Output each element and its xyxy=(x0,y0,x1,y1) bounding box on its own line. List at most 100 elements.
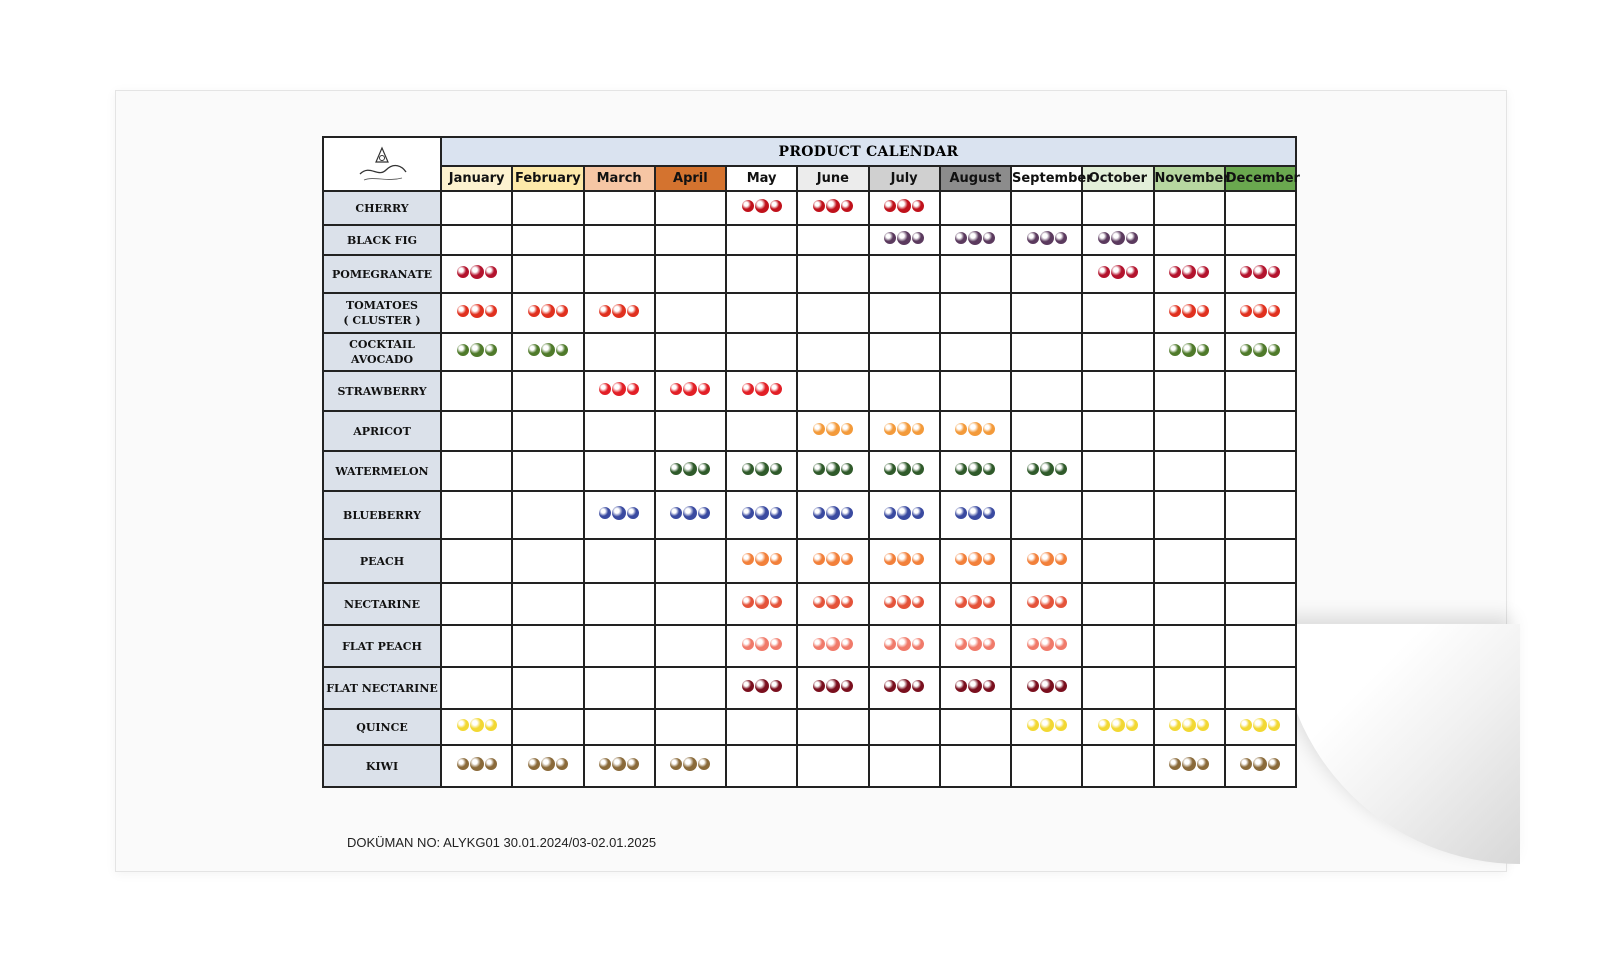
calendar-cell xyxy=(1152,582,1226,626)
strawberry-icon xyxy=(670,382,711,396)
product-row: FLAT PEACH xyxy=(322,624,1298,668)
calendar-cell xyxy=(653,292,728,334)
blueberry-icon xyxy=(955,506,996,520)
calendar-cell xyxy=(724,450,799,492)
calendar-cell xyxy=(1081,190,1155,226)
calendar-cell xyxy=(1152,490,1226,540)
calendar-cell xyxy=(1009,490,1084,540)
month-header-august: August xyxy=(938,165,1013,192)
calendar-cell xyxy=(511,224,585,256)
flat-peach-icon xyxy=(1026,637,1067,651)
calendar-cell xyxy=(439,450,514,492)
calendar-title: PRODUCT CALENDAR xyxy=(440,135,1297,168)
flat-peach-icon xyxy=(812,637,853,651)
fig-icon xyxy=(1097,231,1138,245)
calendar-cell xyxy=(938,490,1013,540)
nectarine-icon xyxy=(812,595,853,609)
calendar-cell xyxy=(796,292,870,334)
apricot-icon xyxy=(884,422,925,436)
calendar-cell xyxy=(653,332,728,372)
watermelon-icon xyxy=(1026,462,1067,476)
calendar-cell xyxy=(582,450,656,492)
tomato-icon xyxy=(456,304,497,318)
document-number: DOKÜMAN NO: ALYKG01 30.01.2024/03-02.01.… xyxy=(347,835,657,850)
product-name: CHERRY xyxy=(322,190,442,226)
calendar-cell xyxy=(938,624,1013,668)
calendar-cell xyxy=(439,292,514,334)
month-header-november: November xyxy=(1152,165,1230,192)
product-name: FLAT PEACH xyxy=(322,624,442,668)
calendar-cell xyxy=(796,666,870,710)
calendar-cell xyxy=(1152,292,1226,334)
calendar-cell xyxy=(511,254,585,294)
calendar-cell xyxy=(1081,450,1155,492)
month-header-april: April xyxy=(653,165,728,192)
calendar-cell xyxy=(1009,744,1084,788)
product-name: WATERMELON xyxy=(322,450,442,492)
calendar-cell xyxy=(582,332,656,372)
tomato-icon xyxy=(527,304,568,318)
cherry-icon xyxy=(812,199,853,213)
flat-nectarine-icon xyxy=(812,679,853,693)
month-header-july: July xyxy=(867,165,941,192)
calendar-cell xyxy=(439,370,514,412)
calendar-cell xyxy=(439,332,514,372)
calendar-cell xyxy=(653,624,728,668)
product-name: STRAWBERRY xyxy=(322,370,442,412)
month-header-row: January February March April May June July Augu… xyxy=(323,165,1300,192)
calendar-cell xyxy=(938,666,1013,710)
calendar-cell xyxy=(867,708,941,746)
apricot-icon xyxy=(955,422,996,436)
calendar-cell xyxy=(724,490,799,540)
tomato-icon xyxy=(599,304,640,318)
calendar-cell xyxy=(1081,224,1155,256)
calendar-cell xyxy=(867,410,941,452)
calendar-cell xyxy=(1009,190,1084,226)
month-header-december: December xyxy=(1223,165,1300,192)
avocado-icon xyxy=(1240,343,1281,357)
blueberry-icon xyxy=(884,506,925,520)
calendar-cell xyxy=(653,708,728,746)
calendar-cell xyxy=(439,624,514,668)
calendar-cell xyxy=(439,410,514,452)
calendar-cell xyxy=(1152,538,1226,584)
avocado-icon xyxy=(527,343,568,357)
calendar-cell xyxy=(938,410,1013,452)
product-row: NECTARINE xyxy=(322,582,1298,626)
calendar-cell xyxy=(582,582,656,626)
calendar-cell xyxy=(796,490,870,540)
calendar-cell xyxy=(511,538,585,584)
avocado-icon xyxy=(1169,343,1210,357)
calendar-cell xyxy=(796,708,870,746)
calendar-cell xyxy=(938,450,1013,492)
product-calendar-table: PRODUCT CALENDAR January February March Apr… xyxy=(322,135,1300,788)
tomato-icon xyxy=(1240,304,1281,318)
calendar-cell xyxy=(1009,582,1084,626)
calendar-cell xyxy=(511,190,585,226)
calendar-cell xyxy=(1223,582,1298,626)
strawberry-icon xyxy=(599,382,640,396)
calendar-cell xyxy=(582,190,656,226)
product-row: QUINCE xyxy=(322,708,1298,746)
calendar-cell xyxy=(1081,538,1155,584)
product-name: PEACH xyxy=(322,538,442,584)
watermelon-icon xyxy=(884,462,925,476)
calendar-cell xyxy=(867,450,941,492)
calendar-cell xyxy=(511,450,585,492)
flat-peach-icon xyxy=(955,637,996,651)
calendar-cell xyxy=(1081,490,1155,540)
fig-icon xyxy=(1026,231,1067,245)
blueberry-icon xyxy=(599,506,640,520)
product-row: PEACH xyxy=(322,538,1298,584)
calendar-cell xyxy=(1081,708,1155,746)
calendar-cell xyxy=(867,744,941,788)
calendar-cell xyxy=(867,582,941,626)
calendar-cell xyxy=(796,450,870,492)
calendar-cell xyxy=(1081,744,1155,788)
calendar-cell xyxy=(724,224,799,256)
peach-icon xyxy=(884,552,925,566)
calendar-cell xyxy=(724,332,799,372)
calendar-cell xyxy=(582,490,656,540)
product-name: QUINCE xyxy=(322,708,442,746)
product-name: TOMATOES ( CLUSTER ) xyxy=(322,292,442,334)
